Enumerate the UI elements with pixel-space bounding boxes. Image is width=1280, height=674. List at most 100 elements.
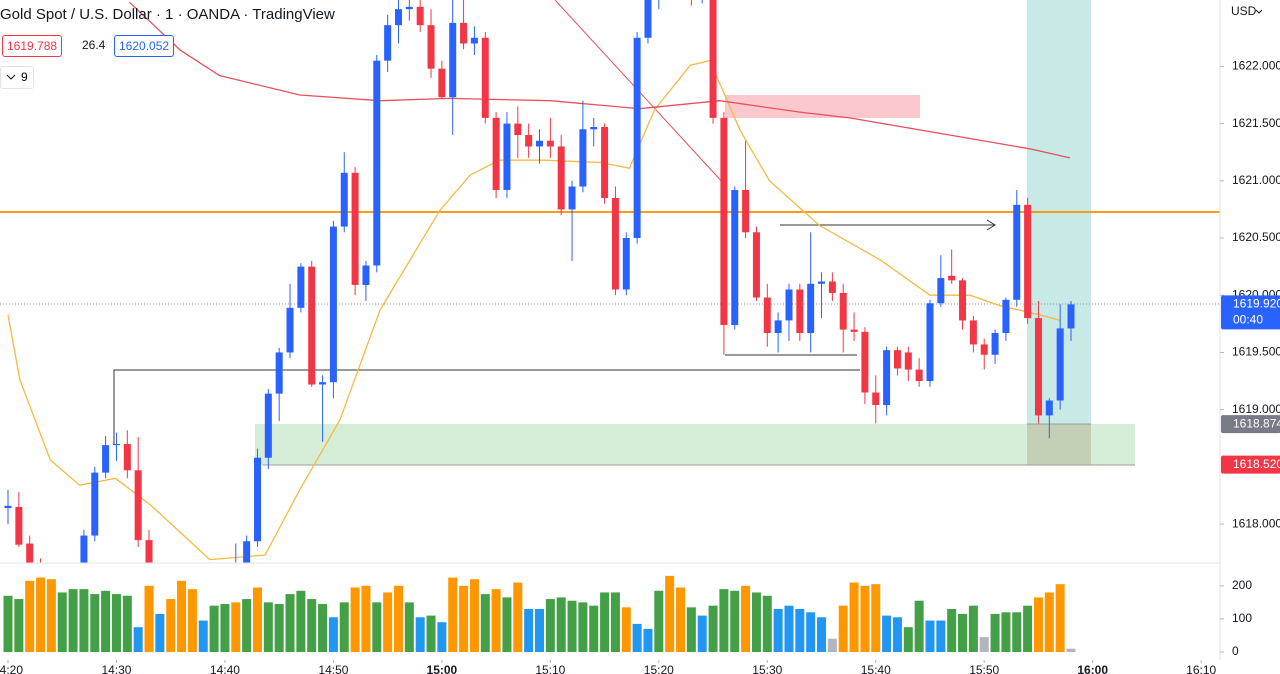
volume-bar [936, 620, 946, 652]
ask-price[interactable]: 1620.052 [114, 35, 175, 57]
volume-bar [882, 615, 892, 652]
candle-body [937, 278, 945, 304]
candle-body [329, 226, 337, 383]
candle-body [644, 0, 652, 38]
indicators-toggle[interactable]: 9 [0, 66, 34, 89]
volume-bar [448, 577, 458, 652]
x-tick-label: 16:10 [1186, 663, 1216, 674]
symbol-title: Gold Spot / U.S. Dollar · 1 · OANDA · Tr… [0, 6, 335, 23]
candle-body [1067, 304, 1075, 329]
volume-bar [903, 627, 913, 652]
volume-bar [860, 585, 870, 652]
volume-bar [773, 608, 783, 652]
price-badge-label: 1618.520 [1233, 457, 1280, 471]
volume-bar [263, 602, 273, 652]
candle-body [340, 172, 348, 227]
volume-bar [947, 608, 957, 652]
volume-bar [838, 605, 848, 652]
volume-bar [806, 612, 816, 652]
volume-bar [762, 595, 772, 652]
currency[interactable]: USD [1231, 4, 1257, 18]
price-badge-label: 1618.874 [1233, 416, 1280, 430]
x-tick-label: 15:50 [969, 663, 999, 674]
volume-tick-label: 200 [1232, 578, 1252, 592]
candle-body [720, 117, 728, 325]
volume-bar [979, 637, 989, 652]
candle-body [211, 587, 218, 593]
volume-bar [914, 600, 924, 652]
candle-body [492, 117, 500, 190]
volume-bar [285, 594, 295, 652]
candle-body [861, 331, 869, 393]
volume-bar [741, 585, 751, 652]
volume-bar [686, 607, 696, 652]
candle-body [351, 172, 359, 285]
volume-bar [925, 620, 935, 652]
candle-body [26, 543, 34, 563]
demand-zone [255, 424, 1135, 465]
candle-body [460, 22, 468, 44]
candle-body [601, 127, 609, 198]
price-axis: 1622.0001621.5001621.0001620.5001620.000… [1220, 59, 1280, 658]
candle-body [1056, 328, 1064, 401]
candle-body [904, 352, 912, 370]
volume-bar [600, 592, 610, 652]
candle-body [80, 535, 88, 563]
volume-bar [101, 590, 111, 652]
candle-body [59, 581, 66, 592]
volume-bar [296, 590, 306, 652]
candle-body [297, 266, 305, 308]
volume-bar [849, 582, 859, 652]
volume-bar [231, 602, 241, 652]
x-tick-label: 14:50 [318, 663, 348, 674]
price-badge [1221, 295, 1280, 330]
volume-bar [730, 590, 740, 652]
volume-bar [404, 602, 414, 652]
candle-body [232, 570, 239, 576]
volume-tick-label: 0 [1232, 644, 1239, 658]
volume-bar [220, 604, 230, 652]
moving-average [7, 59, 1061, 561]
bid-price[interactable]: 1619.788 [2, 35, 63, 57]
candle-body [536, 140, 543, 147]
candle-body [221, 576, 228, 587]
volume-bar [252, 587, 262, 652]
candle-body [1002, 299, 1010, 333]
candle-body [123, 443, 131, 471]
volume-bar [437, 622, 447, 652]
chevron [6, 74, 16, 80]
volume-bar [524, 608, 534, 652]
candle-body [948, 275, 956, 281]
candle-body [774, 320, 782, 333]
indicator-count: 9 [21, 70, 28, 84]
candle-body [156, 570, 163, 593]
volume-bar [90, 594, 100, 652]
candle-body [514, 123, 522, 136]
volume-bar [697, 615, 707, 652]
candle-body [633, 37, 641, 239]
candle-body [70, 572, 77, 581]
candle-body [579, 129, 587, 187]
y-tick-label: 1620.500 [1232, 230, 1280, 244]
volume-bar [958, 613, 968, 652]
volume-bar [535, 608, 544, 652]
volume-bar [1001, 612, 1011, 652]
candle-body [590, 127, 598, 130]
candle-body [384, 25, 392, 61]
volume-bar [632, 623, 642, 652]
volume-bar [393, 585, 403, 652]
x-tick-label: 15:10 [535, 663, 565, 674]
volume-bar [990, 613, 1000, 652]
volume-bar [502, 597, 512, 652]
candle-body [1045, 400, 1053, 416]
spread: 26.4 [78, 35, 110, 55]
candles [4, 0, 1075, 593]
volume-bar [25, 580, 35, 652]
candle-body [1013, 204, 1021, 300]
volume-bar [79, 589, 89, 652]
currency-chevron [1255, 9, 1263, 14]
price-badge [1221, 415, 1280, 434]
volume-bar [155, 613, 165, 652]
volume-bar [383, 592, 393, 652]
